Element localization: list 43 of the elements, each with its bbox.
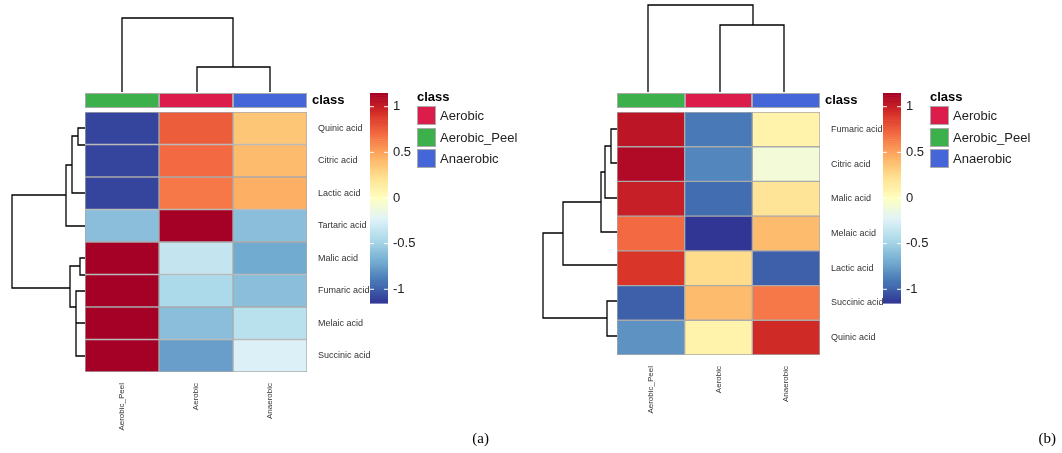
color-bar-label: -0.5	[393, 235, 416, 251]
color-bar-label: 0	[393, 189, 401, 205]
text: (a)	[472, 430, 489, 447]
y-tick-label: Citric acid	[831, 158, 871, 169]
legend-title: class	[930, 89, 964, 105]
y-tick-label: Quinic acid	[831, 332, 876, 343]
color-bar-label: -1	[906, 280, 918, 296]
y-tick-label: Succinic acid	[318, 350, 371, 361]
x-tick-label: Aerobic_Peel	[646, 365, 656, 414]
text: class	[312, 92, 345, 108]
color-bar-label: 1	[393, 98, 401, 114]
y-tick-label: Malic acid	[831, 193, 872, 204]
text: Anaerobic	[440, 151, 499, 167]
color-bar-label: 0.5	[906, 143, 925, 159]
legend-title: class	[417, 89, 451, 105]
x-tick-label: Aerobic	[713, 366, 723, 394]
text: Anaerobic	[953, 151, 1012, 167]
x-tick-label: Aerobic	[191, 383, 201, 411]
text: Aerobic	[953, 108, 998, 124]
y-tick-label: Melaic acid	[318, 317, 364, 328]
y-tick-label: Melaic acid	[831, 227, 877, 238]
x-tick-label: Anaerobic	[265, 383, 275, 420]
y-tick-label: Citric acid	[318, 155, 358, 166]
color-bar-label: 0.5	[393, 143, 412, 159]
y-tick-label: Quinic acid	[318, 122, 363, 133]
x-tick-label: Aerobic_Peel	[117, 382, 127, 431]
text: class	[825, 92, 858, 108]
color-bar-label: -1	[393, 280, 405, 296]
text: Aerobic_Peel	[953, 129, 1031, 145]
x-tick-label: Anaerobic	[781, 366, 791, 403]
y-tick-label: Tartaric acid	[318, 220, 367, 231]
color-bar-label: -0.5	[906, 235, 929, 251]
y-tick-label: Malic acid	[318, 252, 359, 263]
y-tick-label: Lactic acid	[831, 262, 874, 273]
y-tick-label: Fumaric acid	[318, 285, 370, 296]
color-bar-label: 0	[906, 189, 914, 205]
y-tick-label: Succinic acid	[831, 297, 884, 308]
text: Aerobic	[440, 108, 485, 124]
text: (b)	[1038, 430, 1056, 447]
y-tick-label: Fumaric acid	[831, 123, 883, 134]
y-tick-label: Lactic acid	[318, 187, 361, 198]
text: Aerobic_Peel	[440, 129, 518, 145]
color-bar-label: 1	[906, 98, 914, 114]
